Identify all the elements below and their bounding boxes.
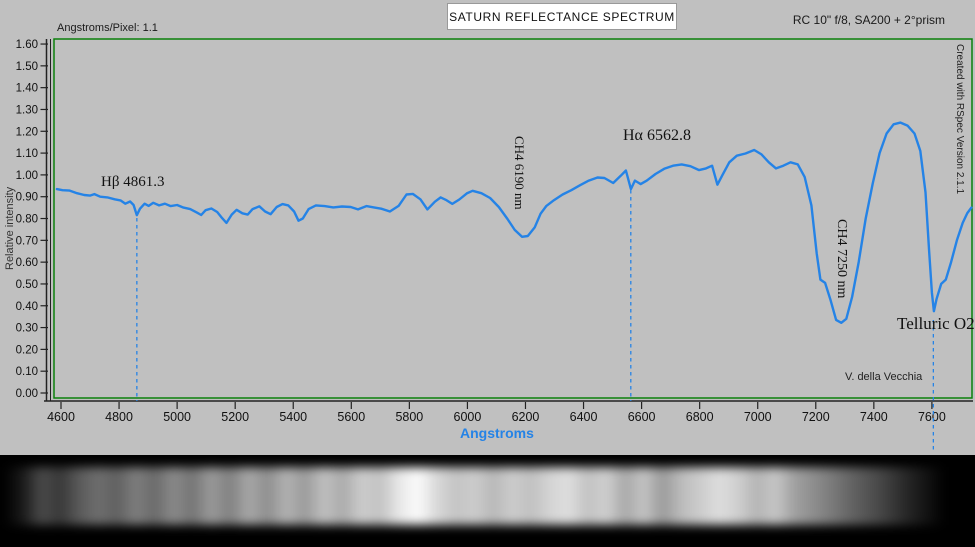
raw-spectrum-strip: [0, 455, 975, 547]
annotation-h-beta: Hβ 4861.3: [101, 174, 165, 190]
annotation-ch4-6190: CH4 6190 nm: [512, 136, 527, 210]
angstroms-per-pixel-label: Angstroms/Pixel: 1.1: [57, 22, 158, 34]
x-tick-label: 5000: [163, 410, 191, 424]
y-tick-label: 1.20: [16, 126, 38, 138]
y-tick-label: 0.90: [16, 192, 38, 204]
y-tick-label: 1.00: [16, 170, 38, 182]
chart-title-box: SATURN REFLECTANCE SPECTRUM: [447, 3, 677, 30]
x-tick-label: 6600: [628, 410, 656, 424]
y-tick-label: 1.10: [16, 148, 38, 160]
y-tick-label: 0.70: [16, 235, 38, 247]
y-tick-label: 0.40: [16, 301, 38, 313]
y-tick-label: 0.20: [16, 344, 38, 356]
x-tick-label: 4600: [47, 410, 75, 424]
x-tick-label: 6000: [454, 410, 482, 424]
x-tick-label: 6400: [570, 410, 598, 424]
spectrum-strip-image: [4, 467, 945, 525]
y-tick-label: 1.40: [16, 83, 38, 95]
y-tick-label: 0.00: [16, 388, 38, 400]
annotation-telluric-o2: Telluric O2: [897, 314, 975, 333]
spectrum-plot: 1.60 1.50 1.40 1.30 1.20 1.10 1.00 0.90 0.80 0.70…: [16, 38, 973, 450]
y-tick-label: 1.50: [16, 61, 38, 73]
author-credit: V. della Vecchia: [845, 371, 923, 383]
x-tick-label: 7000: [744, 410, 772, 424]
x-tick-label: 6800: [686, 410, 714, 424]
y-tick-label: 0.30: [16, 323, 38, 335]
x-tick-label: 4800: [105, 410, 133, 424]
y-axis-title: Relative intensity: [4, 186, 16, 270]
x-tick-label: 7400: [860, 410, 888, 424]
x-tick-label: 7600: [918, 410, 946, 424]
software-credit-vertical: Created with RSpec Version 2.1.1: [954, 44, 965, 195]
y-tick-label: 1.30: [16, 104, 38, 116]
instrument-label: RC 10" f/8, SA200 + 2°prism: [792, 13, 945, 27]
y-tick-label: 0.80: [16, 214, 38, 226]
chart-title: SATURN REFLECTANCE SPECTRUM: [449, 9, 675, 24]
annotation-ch4-7250: CH4 7250 nm: [834, 219, 849, 299]
plot-border: [53, 38, 973, 399]
x-tick-label: 5600: [337, 410, 365, 424]
x-tick-label: 7200: [802, 410, 830, 424]
y-tick-label: 0.50: [16, 279, 38, 291]
y-tick-label: 0.60: [16, 257, 38, 269]
x-tick-label: 5400: [279, 410, 307, 424]
x-axis-title: Angstroms: [460, 425, 534, 441]
spectrum-curve: [55, 121, 973, 324]
x-tick-label: 6200: [512, 410, 540, 424]
y-tick-label: 1.60: [16, 39, 38, 51]
x-tick-label: 5800: [395, 410, 423, 424]
x-tick-label: 5200: [221, 410, 249, 424]
y-tick-label: 0.10: [16, 366, 38, 378]
annotation-h-alpha: Hα 6562.8: [623, 127, 691, 144]
